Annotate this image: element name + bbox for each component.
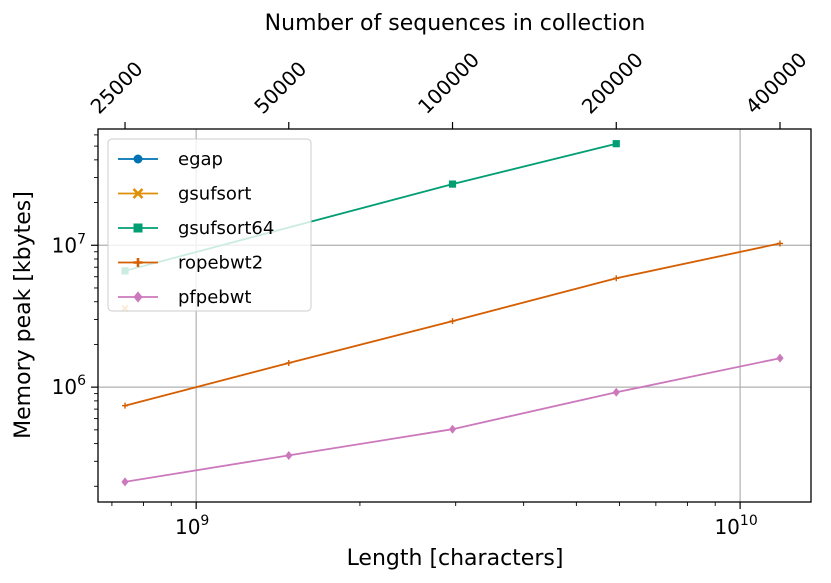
legend-marker bbox=[133, 291, 143, 303]
data-point-ropebwt2 bbox=[449, 318, 456, 325]
legend: egap gsufsort gsufsort64 ropebwt2 pfpebwt bbox=[107, 138, 312, 312]
y-tick-label: 106 bbox=[52, 373, 86, 399]
top-tick-label: 25000 bbox=[86, 57, 148, 119]
series-line-pfpebwt bbox=[124, 357, 781, 483]
x-tick-label: 109 bbox=[175, 513, 209, 539]
legend-marker bbox=[133, 223, 143, 233]
legend-marker bbox=[132, 188, 144, 199]
legend-item-pfpebwt: pfpebwt bbox=[118, 287, 251, 308]
legend-label: gsufsort64 bbox=[178, 218, 274, 239]
x-tick-label: 1010 bbox=[714, 513, 757, 539]
legend-label: ropebwt2 bbox=[178, 253, 263, 274]
data-point-pfpebwt bbox=[776, 353, 784, 363]
series-ropebwt2 bbox=[122, 240, 784, 409]
top-tick-label: 100000 bbox=[413, 48, 484, 119]
data-point-ropebwt2 bbox=[122, 402, 129, 409]
data-point-pfpebwt bbox=[121, 477, 129, 487]
y-tick-label: 107 bbox=[52, 231, 86, 257]
data-point-gsufsort64 bbox=[612, 140, 620, 148]
legend-label: gsufsort bbox=[178, 184, 251, 205]
data-point-pfpebwt bbox=[612, 387, 620, 397]
legend-item-ropebwt2: ropebwt2 bbox=[118, 253, 263, 274]
x-axis-title: Length [characters] bbox=[347, 546, 564, 571]
legend-marker bbox=[133, 154, 143, 164]
y-axis-title: Memory peak [kbytes] bbox=[11, 191, 36, 439]
data-point-pfpebwt bbox=[448, 424, 457, 434]
legend-item-gsufsort: gsufsort bbox=[118, 184, 251, 205]
top-tick-label: 400000 bbox=[741, 48, 812, 119]
legend-marker bbox=[133, 258, 143, 267]
data-point-ropebwt2 bbox=[777, 240, 784, 247]
data-point-pfpebwt bbox=[285, 450, 293, 460]
legend-item-gsufsort64: gsufsort64 bbox=[118, 218, 274, 239]
series-pfpebwt bbox=[121, 353, 784, 487]
data-point-gsufsort64 bbox=[448, 180, 457, 188]
plot-frame bbox=[97, 128, 812, 503]
legend-box bbox=[107, 138, 312, 312]
legend-item-egap: egap bbox=[118, 149, 223, 170]
legend-label: egap bbox=[178, 149, 223, 170]
top-tick-label: 50000 bbox=[249, 57, 311, 119]
data-point-ropebwt2 bbox=[613, 275, 620, 282]
data-point-ropebwt2 bbox=[285, 359, 292, 366]
top-tick-label: 200000 bbox=[577, 48, 648, 119]
top-axis-title: Number of sequences in collection bbox=[265, 11, 646, 36]
legend-label: pfpebwt bbox=[178, 287, 251, 308]
